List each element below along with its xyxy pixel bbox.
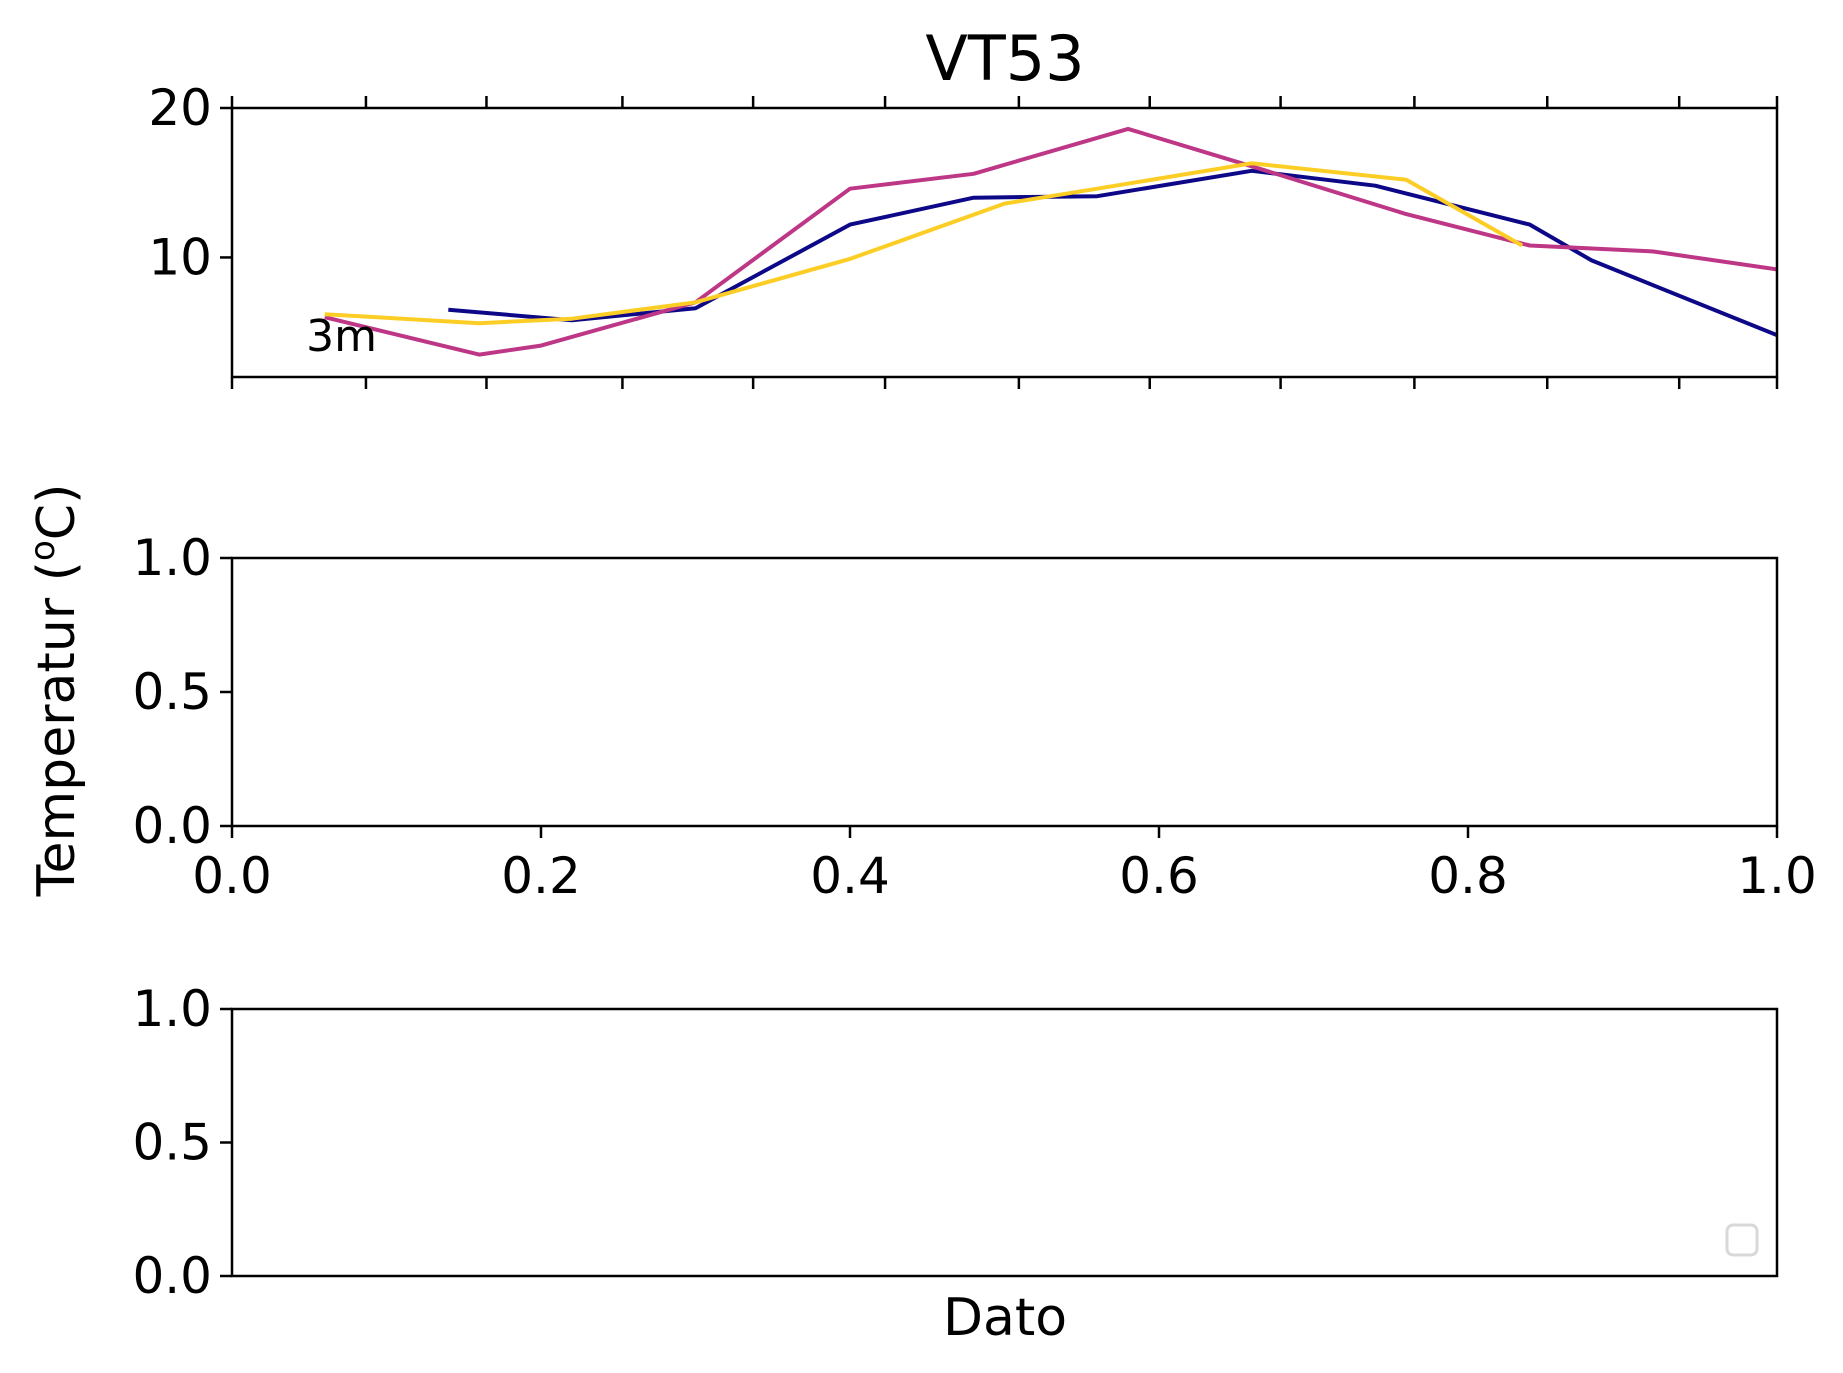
legend-box — [1725, 1223, 1759, 1257]
x-tick-label: 1.0 — [1737, 847, 1817, 905]
axes-frame — [230, 106, 1779, 379]
y-tick-label: 10 — [148, 228, 212, 286]
panel-1: 20 10 3m — [148, 79, 1779, 389]
y-tick-label: 0.0 — [132, 797, 212, 855]
y-tick-label: 20 — [148, 79, 212, 137]
y-tick-label: 1.0 — [132, 980, 212, 1038]
x-tick-label: 0.0 — [192, 847, 272, 905]
series-line-2 — [324, 126, 1777, 357]
y-axis-label-main: Temperatur ( — [27, 561, 87, 897]
y-axis-label: Temperatur (oC) — [23, 484, 87, 898]
y-tick-label: 0.5 — [132, 663, 212, 721]
x-axis-label: Dato — [943, 1288, 1067, 1348]
panel-3: 0.0 0.5 1.0 — [132, 980, 1779, 1305]
y-tick-label: 0.0 — [132, 1247, 212, 1305]
y-axis-label-end: C) — [27, 484, 87, 541]
axes-frame — [230, 556, 1779, 828]
x-tick-label: 0.8 — [1428, 847, 1508, 905]
chart-title: VT53 — [925, 22, 1084, 95]
depth-annotation: 3m — [306, 311, 377, 362]
y-axis-label-sup: o — [23, 540, 63, 561]
axes-frame — [230, 1007, 1779, 1278]
y-tick-label: 1.0 — [132, 529, 212, 587]
panels: 20 10 3m 0.0 0.5 1.0 0.0 0.2 0.4 0.6 0.8 1.0 0.0 0.5 1… — [132, 79, 1816, 1305]
x-tick-label: 0.4 — [810, 847, 890, 905]
x-tick-label: 0.2 — [501, 847, 581, 905]
x-tick-label: 0.6 — [1119, 847, 1199, 905]
y-tick-label: 0.5 — [132, 1114, 212, 1172]
series-line-3 — [324, 161, 1524, 326]
panel-2: 0.0 0.5 1.0 0.0 0.2 0.4 0.6 0.8 1.0 — [132, 529, 1816, 905]
